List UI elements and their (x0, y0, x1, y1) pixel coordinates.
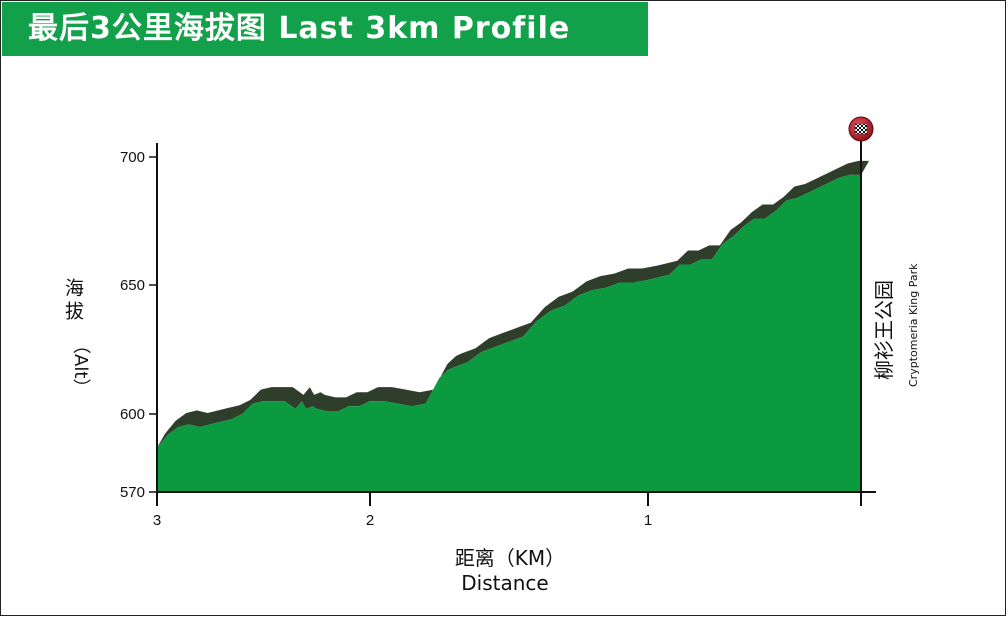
y-tick-label-600: 600 (120, 406, 145, 423)
x-tick-label-2: 2 (366, 512, 374, 529)
finish-name-en: Cryptomeria King Park (907, 263, 920, 387)
finish-label: 柳衫王公园 Cryptomeria King Park (872, 263, 920, 387)
axes (156, 141, 876, 506)
y-axis-label: 海拔 （Alt） (62, 278, 91, 397)
finish-name-cn: 柳衫王公园 (872, 280, 896, 380)
x-ticks: 3 2 1 (153, 492, 652, 529)
x-tick-label-1: 1 (644, 512, 652, 529)
profile-shadow (157, 160, 869, 448)
x-axis-label-cn: 距离（KM） (455, 546, 565, 570)
y-axis-label-en: （Alt） (70, 336, 91, 396)
y-ticks: 570 600 650 700 (120, 149, 157, 501)
chart-title: 最后3公里海拔图 Last 3km Profile (28, 11, 571, 46)
y-tick-label-700: 700 (120, 149, 145, 166)
checkered-flag-icon (848, 116, 874, 142)
title-banner: 最后3公里海拔图 Last 3km Profile (2, 2, 648, 56)
x-axis-label: 距离（KM） Distance (455, 546, 565, 595)
y-tick-label-570: 570 (120, 484, 145, 501)
profile-area (157, 174, 861, 493)
x-tick-label-3: 3 (153, 512, 161, 529)
y-tick-label-650: 650 (120, 277, 145, 294)
y-axis-label-cn: 海拔 (62, 278, 84, 324)
x-axis-label-en: Distance (461, 571, 548, 595)
profile-area-group (157, 160, 869, 493)
